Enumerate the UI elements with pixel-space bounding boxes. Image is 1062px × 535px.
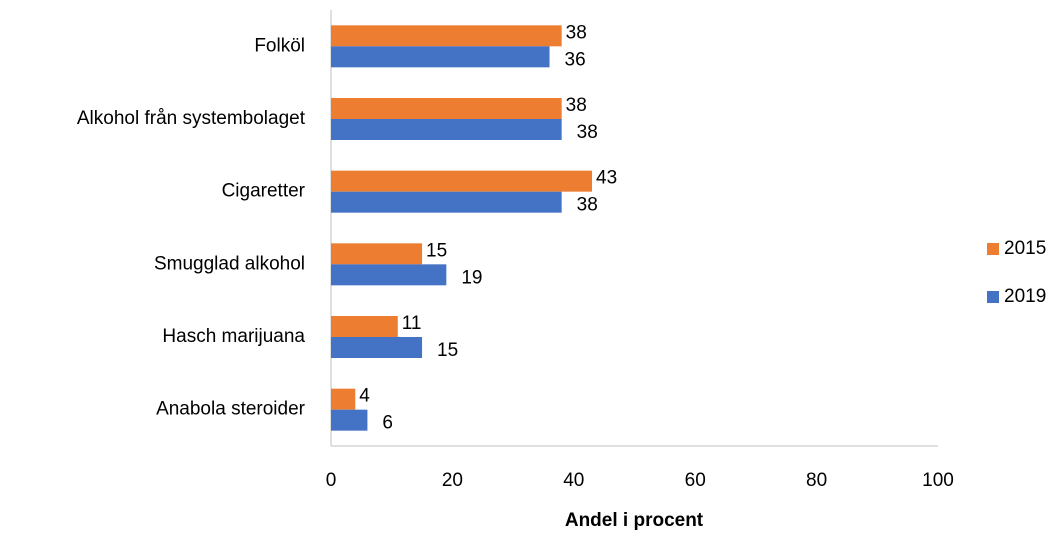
data-label: 38: [577, 195, 598, 216]
y-tick-label: Hasch marijuana: [162, 326, 305, 347]
bar: [331, 388, 356, 410]
y-tick-label: Anabola steroider: [156, 399, 306, 420]
legend-label: 2019: [1004, 286, 1046, 307]
bar: [331, 170, 593, 192]
legend-label: 2015: [1004, 238, 1046, 259]
data-label: 38: [566, 22, 587, 43]
bar: [331, 119, 562, 140]
data-label: 6: [382, 413, 393, 434]
bar: [331, 337, 423, 358]
x-tick-label: 100: [922, 470, 954, 491]
data-label: 15: [426, 240, 447, 261]
data-label: 38: [566, 95, 587, 116]
data-label: 38: [577, 122, 598, 143]
bar: [331, 316, 398, 337]
legend-swatch: [987, 243, 999, 255]
y-tick-label: Smugglad alkohol: [154, 253, 305, 274]
bar: [331, 264, 447, 286]
bar: [331, 25, 562, 47]
data-label: 4: [359, 386, 370, 407]
y-tick-label: Alkohol från systembolaget: [77, 108, 306, 129]
bar: [331, 409, 368, 431]
x-axis-title: Andel i procent: [565, 510, 704, 531]
x-tick-label: 60: [685, 470, 706, 491]
data-label: 15: [437, 340, 458, 361]
bar: [331, 98, 562, 119]
bar: [331, 191, 562, 213]
y-tick-label: Folköl: [254, 35, 305, 56]
y-tick-label: Cigaretter: [222, 181, 306, 202]
bar: [331, 243, 423, 265]
bar: [331, 46, 550, 68]
x-tick-label: 0: [326, 470, 337, 491]
x-tick-label: 40: [563, 470, 584, 491]
data-label: 19: [461, 267, 482, 288]
x-tick-label: 20: [442, 470, 463, 491]
legend-swatch: [987, 291, 999, 303]
x-tick-label: 80: [806, 470, 827, 491]
data-label: 43: [596, 168, 617, 189]
data-label: 11: [402, 313, 422, 334]
data-label: 36: [565, 49, 586, 70]
